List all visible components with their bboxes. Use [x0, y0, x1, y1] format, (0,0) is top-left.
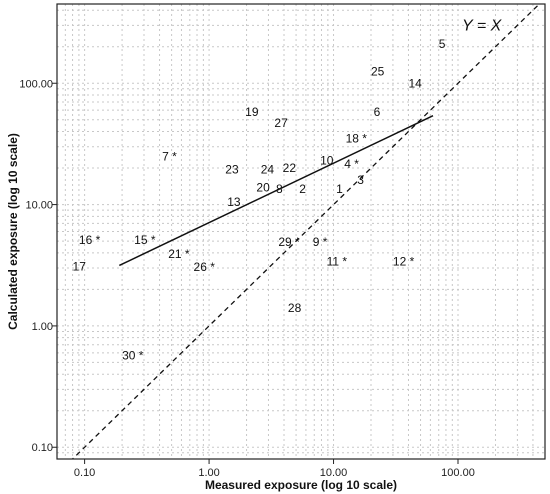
data-point-label: 17: [73, 259, 87, 273]
data-point-label: 29 *: [278, 235, 300, 249]
data-point-label: 3: [357, 173, 364, 187]
x-tick-label: 10.00: [320, 467, 348, 479]
data-point-label: 22: [283, 161, 297, 175]
data-point-label: 1: [336, 182, 343, 196]
y-tick-label: 1.00: [32, 321, 53, 333]
data-point-label: 19: [245, 105, 259, 119]
data-point-label: 10: [320, 154, 334, 168]
y-tick-label: 100.00: [19, 78, 53, 90]
data-point-label: 2: [299, 182, 306, 196]
identity-annotation: Y = X: [462, 17, 503, 34]
data-point-label: 21 *: [168, 247, 190, 261]
axis-ticks: 0.10 1.00 10.00 100.00 0.10 1.00 10.00 100.00: [19, 78, 474, 479]
data-point-label: 28: [288, 301, 302, 315]
x-axis-title: Measured exposure (log 10 scale): [205, 478, 397, 492]
data-point-label: 26 *: [194, 260, 216, 274]
data-point-label: 7 *: [162, 149, 177, 163]
data-point-label: 11 *: [327, 254, 348, 268]
data-point-label: 6: [374, 105, 381, 119]
data-point-label: 9 *: [313, 235, 328, 249]
y-tick-label: 10.00: [25, 200, 53, 212]
data-point-label: 30 *: [122, 349, 144, 363]
data-point-label: 25: [371, 64, 385, 78]
data-point-label: 24: [261, 162, 275, 176]
identity-line: [71, 4, 541, 459]
data-point-label: 8: [276, 182, 283, 196]
data-point-label: 14: [408, 76, 422, 90]
data-point-label: 4 *: [344, 157, 359, 171]
x-tick-label: 100.00: [441, 467, 475, 479]
regression-line: [118, 115, 434, 267]
data-point-label: 13: [227, 195, 241, 209]
data-point-label: 5: [439, 37, 446, 51]
data-point-label: 23: [225, 162, 239, 176]
x-tick-label: 0.10: [74, 467, 95, 479]
data-point-label: 20: [256, 181, 270, 195]
y-tick-label: 0.10: [32, 442, 53, 454]
data-point-label: 16 *: [79, 233, 101, 247]
data-point-label: 15 *: [134, 233, 156, 247]
plot-frame: [56, 3, 546, 460]
series-lines: [71, 4, 541, 459]
data-point-label: 12 *: [393, 254, 415, 268]
data-point-label: 18 *: [346, 132, 368, 146]
data-point-label: 27: [274, 116, 288, 130]
grid-lines: [57, 4, 545, 459]
y-axis-title: Calculated exposure (log 10 scale): [6, 133, 20, 330]
x-tick-label: 1.00: [198, 467, 219, 479]
annotations: Y = X: [462, 17, 503, 34]
